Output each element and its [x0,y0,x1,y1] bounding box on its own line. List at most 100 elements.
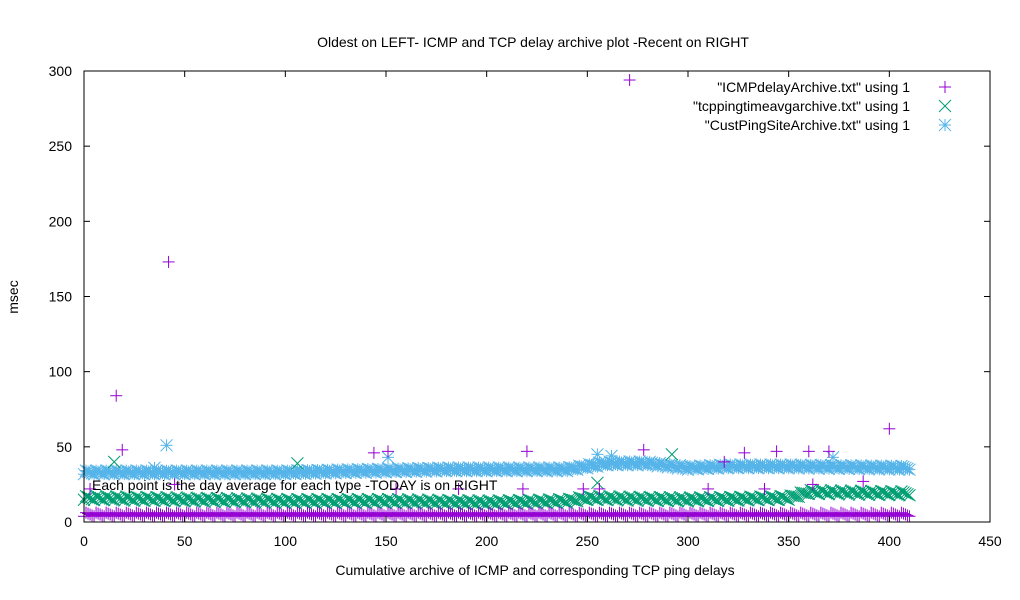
x-axis-label: Cumulative archive of ICMP and correspon… [335,562,734,578]
data-point [464,494,477,508]
y-tick-label: 0 [64,514,72,530]
data-point [107,455,121,469]
data-point [846,485,860,499]
data-point [383,493,397,507]
data-point [635,491,649,505]
data-point [434,494,447,508]
data-point [212,492,226,506]
legend-label-icmp: "ICMPdelayArchive.txt" using 1 [717,79,910,95]
data-point [182,492,196,505]
data-point [303,493,316,507]
data-point [738,446,751,459]
data-point [423,494,437,508]
data-point [452,482,465,495]
data-point [794,486,808,499]
x-tick-label: 350 [777,533,801,549]
data-point [814,483,828,497]
data-point [474,495,487,508]
x-tick-label: 450 [978,533,1002,549]
legend-label-custping: "CustPingSiteArchive.txt" using 1 [705,117,910,133]
data-point [834,484,848,497]
data-point [291,492,304,506]
data-point [291,457,304,470]
data-point [390,482,403,495]
data-point [132,491,145,505]
data-point [240,492,254,505]
series-0 [78,74,916,523]
data-point [280,492,294,506]
data-point [353,493,367,507]
data-point [454,494,467,508]
data-point [272,493,286,507]
data-point [170,491,183,504]
data-point [393,493,407,507]
data-point [160,491,173,504]
data-point [844,484,858,498]
data-point [806,478,819,491]
data-point [401,493,415,506]
data-point [230,492,244,505]
series-2 [77,438,916,481]
data-point [361,492,375,506]
data-point [252,493,266,507]
data-point [472,494,485,507]
data-point [101,491,115,504]
data-point [653,490,667,504]
legend-label-tcp: "tcppingtimeavgarchive.txt" using 1 [693,98,910,114]
data-point [413,494,427,507]
data-point [585,490,598,504]
data-point [323,493,336,507]
data-point [625,491,638,505]
x-tick-label: 300 [676,533,700,549]
data-point [903,488,916,502]
data-point [373,493,387,507]
data-point [520,445,533,458]
data-point [887,485,900,499]
x-tick-label: 100 [274,533,298,549]
data-point [351,492,365,506]
data-point [250,492,264,506]
y-tick-label: 200 [49,213,73,229]
legend-marker-0 [939,81,951,93]
data-point [826,485,840,498]
data-point [582,489,596,503]
data-point [321,492,334,506]
data-point [301,492,314,506]
data-point [190,491,204,505]
data-point [262,493,276,507]
data-point [702,482,715,495]
data-point [242,493,256,506]
y-tick-label: 50 [56,439,72,455]
data-point [168,478,181,491]
data-point [615,491,628,504]
data-point [623,490,636,504]
data-point [333,493,347,507]
data-point [770,445,783,458]
chart-title: Oldest on LEFT- ICMP and TCP delay archi… [317,34,749,50]
data-point [180,491,194,505]
data-point [232,493,246,506]
data-point [367,446,380,459]
data-point [802,445,815,458]
data-point [903,510,916,523]
data-point [160,438,173,452]
data-point [210,491,224,505]
data-point [874,484,888,498]
data-points [77,74,916,523]
data-point [129,490,143,504]
data-point [91,490,105,504]
data-point [786,489,800,503]
data-point [444,494,457,508]
data-point [142,491,155,505]
data-point [311,492,324,506]
data-point [665,491,679,505]
data-point [431,493,445,507]
data-point [222,492,236,506]
legend-marker-2 [938,118,952,132]
data-point [605,491,618,504]
data-point [593,489,606,503]
x-tick-label: 250 [576,533,600,549]
data-point [595,490,608,504]
data-point [283,493,296,507]
data-point [655,491,669,505]
